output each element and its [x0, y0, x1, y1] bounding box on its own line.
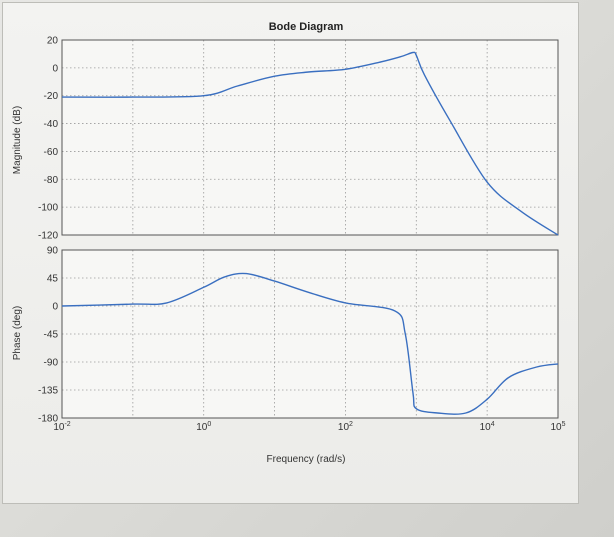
magnitude-y-tick-label: -40	[44, 119, 59, 130]
x-tick-label: 105	[550, 421, 565, 433]
magnitude-plot-area	[62, 40, 558, 235]
magnitude-y-tick-label: -120	[38, 231, 58, 242]
phase-y-tick-label: 90	[47, 246, 59, 257]
x-tick-label: 100	[196, 421, 211, 433]
x-axis-title: Frequency (rad/s)	[267, 454, 346, 465]
magnitude-series-line	[61, 51, 559, 236]
phase-series-line	[61, 272, 559, 415]
magnitude-y-tick-label: -100	[38, 203, 58, 214]
magnitude-y-tick-label: -60	[44, 147, 59, 158]
phase-y-tick-label: -180	[38, 414, 58, 425]
phase-y-tick-label: -90	[44, 358, 59, 369]
phase-y-tick-label: 0	[52, 302, 58, 313]
phase-y-axis-title: Phase (deg)	[12, 306, 23, 360]
phase-y-tick-label: -45	[44, 330, 59, 341]
magnitude-y-tick-label: -20	[44, 91, 59, 102]
phase-axes-frame	[61, 249, 559, 419]
magnitude-y-tick-label: -80	[44, 175, 59, 186]
magnitude-axes-frame	[61, 39, 559, 236]
x-tick-label: 104	[480, 421, 495, 433]
x-tick-label: 102	[338, 421, 353, 433]
magnitude-y-tick-label: 20	[47, 36, 59, 47]
phase-y-tick-label: 45	[47, 274, 59, 285]
magnitude-y-tick-label: 0	[52, 63, 58, 74]
chart-title: Bode Diagram	[269, 21, 344, 33]
magnitude-panel: 20 0 -20 -40 -60 -80 -100 -120	[38, 36, 559, 242]
magnitude-y-axis-title: Magnitude (dB)	[12, 106, 23, 174]
phase-y-tick-label: -135	[38, 386, 58, 397]
x-tick-label: 10-2	[53, 421, 70, 433]
